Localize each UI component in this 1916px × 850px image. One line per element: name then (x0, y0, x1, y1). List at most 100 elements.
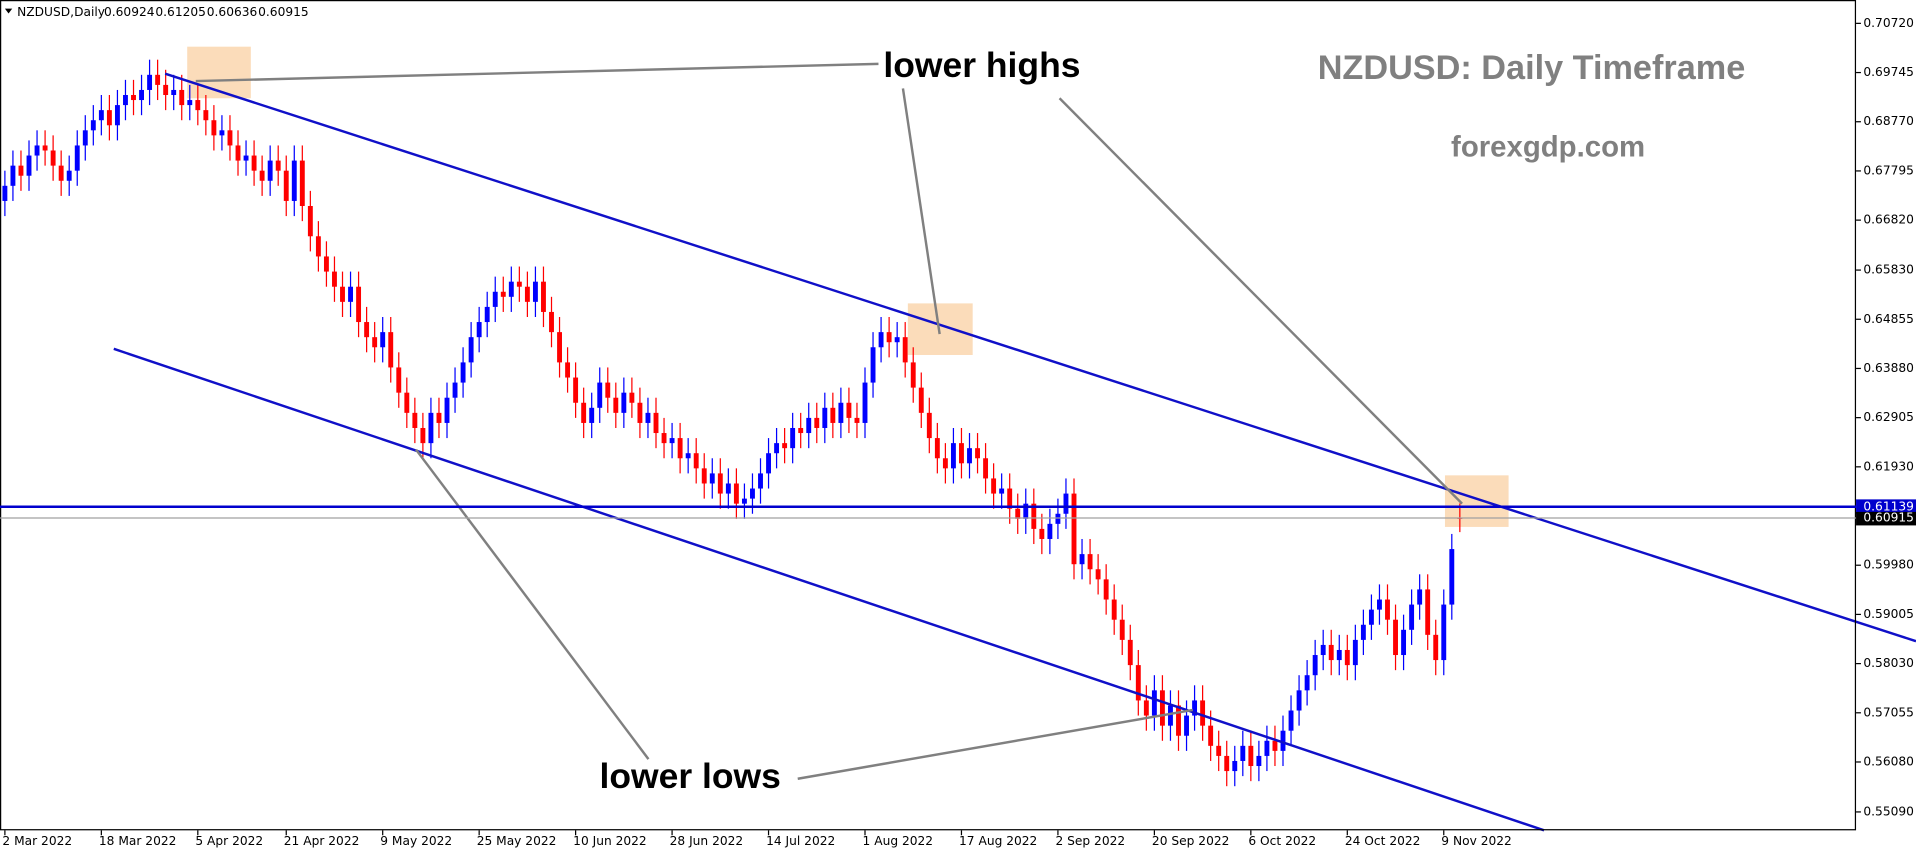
chart-subtitle: forexgdp.com (1451, 130, 1645, 163)
candle-body (1071, 493, 1077, 565)
candle-body (139, 89, 144, 101)
candle-body (549, 311, 554, 333)
y-tick-label: 0.65830 (1863, 263, 1914, 277)
x-tick-label: 5 Apr 2022 (195, 834, 263, 848)
candle-body (790, 427, 796, 449)
candle-body (444, 397, 450, 423)
candle-body (211, 120, 217, 136)
candle-body (1280, 730, 1286, 751)
plot-frame (0, 0, 1857, 831)
x-tick-label: 18 Mar 2022 (99, 834, 177, 848)
candle-body (1192, 700, 1198, 716)
candle-body (717, 473, 723, 494)
candle-body (725, 483, 731, 494)
candle-body (1296, 690, 1302, 711)
candle-body (846, 402, 852, 418)
candle-body (782, 443, 788, 449)
candle-body (621, 392, 627, 413)
candle-body (637, 402, 643, 423)
candle-body (1176, 705, 1181, 736)
y-tick-label: 0.61930 (1863, 459, 1914, 473)
candle-body (195, 100, 201, 111)
menu-triangle[interactable] (4, 8, 13, 14)
candle-body (645, 412, 651, 423)
candle-body (910, 362, 916, 388)
candle-body (886, 332, 892, 343)
ohlc-high: 0.61205 (155, 5, 206, 19)
level-label-box (1856, 499, 1916, 515)
y-tick-label: 0.57055 (1863, 705, 1914, 719)
candle-body (1441, 604, 1447, 661)
candle-body (830, 407, 836, 423)
candle-body (1272, 740, 1278, 751)
candle-body (1377, 599, 1382, 610)
candle-body (243, 155, 249, 161)
candle-body (404, 392, 410, 413)
candle-body (34, 145, 40, 156)
candle-body (1224, 755, 1230, 772)
candle-body (1151, 690, 1157, 716)
candle-body (669, 438, 675, 444)
y-tick-label: 0.59980 (1863, 558, 1914, 572)
candle-body (959, 443, 964, 464)
candle-body (589, 407, 595, 423)
candle-body (1368, 609, 1374, 625)
candle-body (1143, 700, 1149, 716)
candle-body (1417, 589, 1423, 605)
last-price-label: 0.60915 (1863, 511, 1914, 525)
candle-body (629, 392, 635, 403)
candle-body (106, 110, 112, 126)
candle-body (975, 448, 980, 459)
candle-body (476, 322, 482, 338)
candle-body (1103, 579, 1109, 600)
candle-body (1079, 554, 1085, 565)
x-tick-label: 9 Nov 2022 (1441, 834, 1512, 848)
candle-body (1304, 675, 1310, 691)
candle-body (283, 170, 289, 201)
candle-body (1095, 569, 1101, 580)
y-tick-label: 0.62905 (1863, 410, 1914, 424)
candle-body (227, 130, 233, 146)
candle-body (806, 417, 812, 434)
candle-body (147, 74, 153, 90)
candle-body (452, 382, 458, 398)
highlight-zones (187, 46, 1509, 527)
y-tick-label: 0.66820 (1863, 213, 1914, 227)
candle-body (693, 453, 699, 469)
candle-body (428, 412, 434, 444)
y-tick-label: 0.70720 (1863, 16, 1914, 30)
candle-body (163, 84, 169, 96)
candle-body (750, 488, 755, 499)
candle-body (1055, 513, 1061, 524)
candle-body (179, 89, 185, 106)
candle-body (1087, 554, 1093, 570)
candle-body (926, 412, 932, 439)
y-tick-label: 0.59005 (1863, 607, 1914, 621)
candle-body (356, 286, 362, 323)
x-tick-label: 20 Sep 2022 (1152, 834, 1229, 848)
x-tick-label: 25 May 2022 (477, 834, 557, 848)
candle-body (709, 473, 715, 484)
candle-body (1119, 619, 1125, 640)
candle-body (460, 362, 466, 383)
pointer-line (415, 448, 650, 760)
candle-body (870, 347, 876, 383)
candle-body (814, 417, 820, 428)
candle-body (114, 105, 120, 126)
trend-lines (113, 62, 1916, 832)
candle-body (123, 95, 128, 106)
pointer-line (797, 708, 1194, 780)
y-tick-label: 0.69745 (1863, 65, 1914, 79)
candle-body (98, 110, 104, 121)
candle-body (653, 412, 659, 434)
candle-body (508, 281, 514, 297)
candle-body (1409, 604, 1415, 630)
candle-body (597, 382, 603, 408)
y-tick-label: 0.68770 (1863, 114, 1914, 128)
candle-body (1312, 655, 1318, 676)
candle-body (18, 165, 24, 176)
x-tick-label: 24 Oct 2022 (1345, 834, 1421, 848)
x-tick-label: 2 Mar 2022 (2, 834, 72, 848)
candle-body (1168, 705, 1173, 726)
